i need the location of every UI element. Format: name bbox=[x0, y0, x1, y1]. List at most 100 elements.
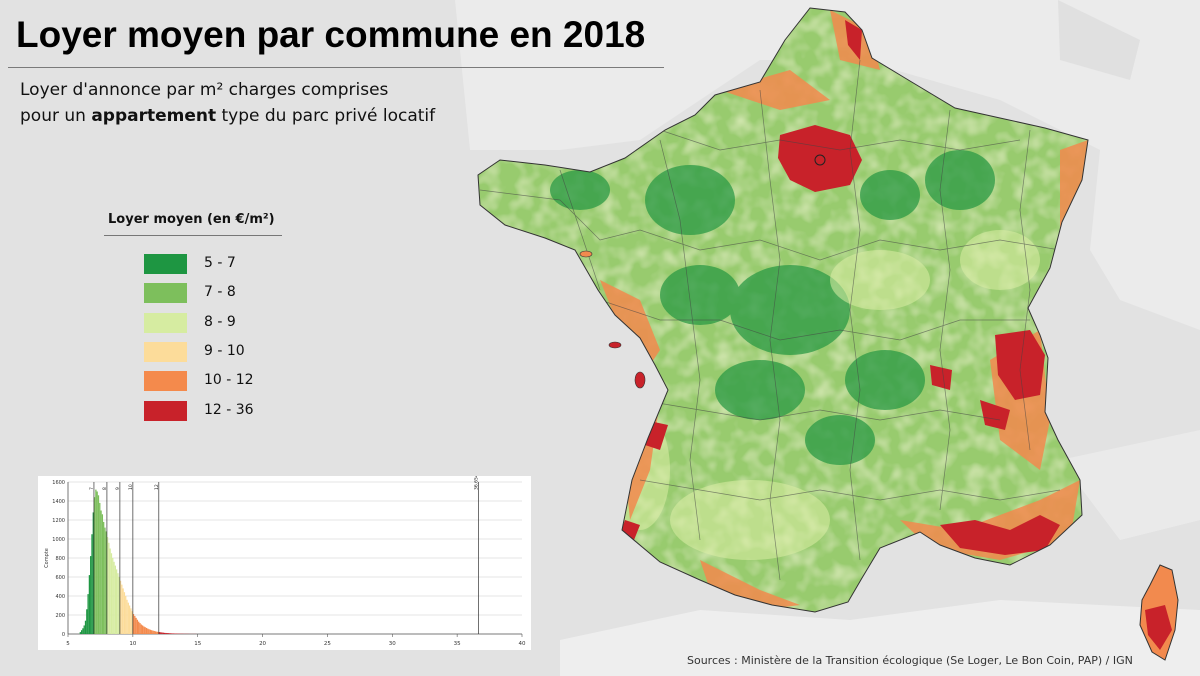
x-tick-label: 30 bbox=[389, 641, 396, 647]
class-break-label: 12 bbox=[154, 484, 160, 490]
legend-label: 8 - 9 bbox=[204, 314, 236, 330]
histogram-bar bbox=[110, 553, 113, 634]
y-tick-label: 0 bbox=[62, 632, 65, 638]
page-title: Loyer moyen par commune en 2018 bbox=[16, 14, 646, 55]
histogram-bar bbox=[158, 632, 161, 634]
histogram-bar bbox=[136, 619, 139, 634]
histogram-bar bbox=[154, 631, 157, 634]
histogram-bar bbox=[104, 527, 106, 634]
histogram-bar bbox=[139, 623, 141, 634]
subtitle-line-2-end: type du parc privé locatif bbox=[216, 106, 436, 126]
legend-swatch bbox=[144, 283, 187, 303]
y-tick-label: 200 bbox=[55, 613, 65, 619]
histogram-bar bbox=[90, 556, 92, 634]
histogram-bar bbox=[82, 628, 84, 634]
histogram-bar bbox=[148, 629, 150, 634]
legend-swatch bbox=[144, 371, 187, 391]
legend-swatch bbox=[144, 313, 187, 333]
histogram-bar bbox=[144, 627, 146, 634]
histogram-bar bbox=[103, 521, 105, 634]
histogram-bar bbox=[170, 633, 172, 634]
histogram-bar bbox=[140, 624, 142, 634]
source-credit: Sources : Ministère de la Transition éco… bbox=[687, 654, 1133, 667]
legend-divider bbox=[104, 235, 282, 236]
histogram-bar bbox=[163, 632, 166, 634]
histogram-bar bbox=[165, 632, 167, 634]
histogram-bar bbox=[173, 633, 175, 634]
y-axis-label: Compte bbox=[44, 548, 50, 568]
histogram-bar bbox=[166, 633, 168, 634]
subtitle-line-2-bold: appartement bbox=[91, 106, 217, 126]
histogram-bar bbox=[79, 632, 81, 634]
class-break-label: 9 bbox=[115, 487, 121, 490]
y-tick-label: 1200 bbox=[52, 518, 65, 524]
subtitle-line-2: pour un appartement type du parc privé l… bbox=[20, 106, 435, 126]
histogram-bar bbox=[115, 569, 118, 634]
histogram-bar bbox=[121, 584, 123, 634]
legend-label: 5 - 7 bbox=[204, 255, 236, 271]
x-tick-label: 5 bbox=[66, 641, 70, 647]
histogram-bar bbox=[84, 620, 87, 634]
y-tick-label: 1400 bbox=[52, 499, 65, 505]
histogram-bar bbox=[161, 632, 163, 634]
x-tick-label: 20 bbox=[259, 641, 266, 647]
histogram-bar bbox=[91, 534, 93, 634]
histogram-bar bbox=[96, 491, 98, 634]
histogram-bar bbox=[126, 599, 128, 634]
class-break-label: 7 bbox=[89, 487, 95, 490]
histogram-bar bbox=[95, 489, 97, 634]
histogram-bar bbox=[157, 631, 159, 634]
title-divider bbox=[8, 67, 664, 68]
histogram-bar bbox=[132, 614, 135, 634]
x-tick-label: 35 bbox=[454, 641, 461, 647]
histogram-bar bbox=[130, 608, 132, 634]
histogram-bar bbox=[138, 621, 140, 634]
subtitle-line-1: Loyer d'annonce par m² charges comprises bbox=[20, 80, 389, 100]
histogram-bar bbox=[93, 497, 96, 634]
histogram-bar bbox=[88, 575, 91, 634]
histogram-bar bbox=[149, 629, 152, 634]
histogram-bar bbox=[100, 510, 102, 634]
histogram-bar bbox=[145, 627, 148, 634]
legend-label: 9 - 10 bbox=[204, 343, 245, 359]
legend-label: 7 - 8 bbox=[204, 284, 236, 300]
histogram-bar bbox=[117, 573, 119, 634]
legend-swatch bbox=[144, 342, 187, 362]
histogram-bar bbox=[113, 561, 115, 634]
histogram-bar bbox=[122, 588, 124, 634]
x-tick-label: 40 bbox=[519, 641, 526, 647]
y-tick-label: 400 bbox=[55, 594, 65, 600]
histogram-bar bbox=[127, 602, 129, 634]
x-tick-label: 25 bbox=[324, 641, 331, 647]
histogram-bar bbox=[97, 495, 100, 634]
histogram-bar bbox=[128, 605, 131, 634]
histogram-bar bbox=[167, 633, 170, 634]
histogram-bar bbox=[87, 594, 89, 634]
legend-swatch bbox=[144, 254, 187, 274]
histogram-chart: 0 200 400 600 800 1000 1200 1400 1600 5 10 15 20 25 30… bbox=[44, 471, 526, 647]
histogram-bar bbox=[153, 630, 155, 634]
histogram-bar bbox=[162, 632, 164, 634]
histogram-bar bbox=[147, 628, 149, 634]
x-tick-label: 10 bbox=[129, 641, 136, 647]
histogram-panel: 0 200 400 600 800 1000 1200 1400 1600 5 10 15 20 25 30… bbox=[38, 471, 531, 650]
histogram-bar bbox=[109, 548, 111, 634]
histogram-bar bbox=[160, 632, 162, 634]
histogram-bar bbox=[131, 611, 133, 634]
histogram-bar bbox=[123, 592, 126, 634]
histogram-bar bbox=[112, 558, 114, 634]
legend-label: 10 - 12 bbox=[204, 372, 254, 388]
histogram-bar bbox=[125, 596, 127, 634]
histogram-bar bbox=[134, 615, 136, 634]
histogram-bar bbox=[141, 625, 144, 634]
histogram-bar bbox=[86, 609, 88, 634]
y-tick-label: 1000 bbox=[52, 537, 65, 543]
histogram-bar bbox=[105, 531, 107, 634]
histogram-bar bbox=[114, 565, 116, 634]
histogram-bar bbox=[80, 630, 83, 634]
legend-swatch bbox=[144, 401, 187, 421]
y-tick-label: 1600 bbox=[52, 480, 65, 486]
histogram-bar bbox=[119, 580, 122, 634]
histogram-bar bbox=[83, 625, 85, 634]
